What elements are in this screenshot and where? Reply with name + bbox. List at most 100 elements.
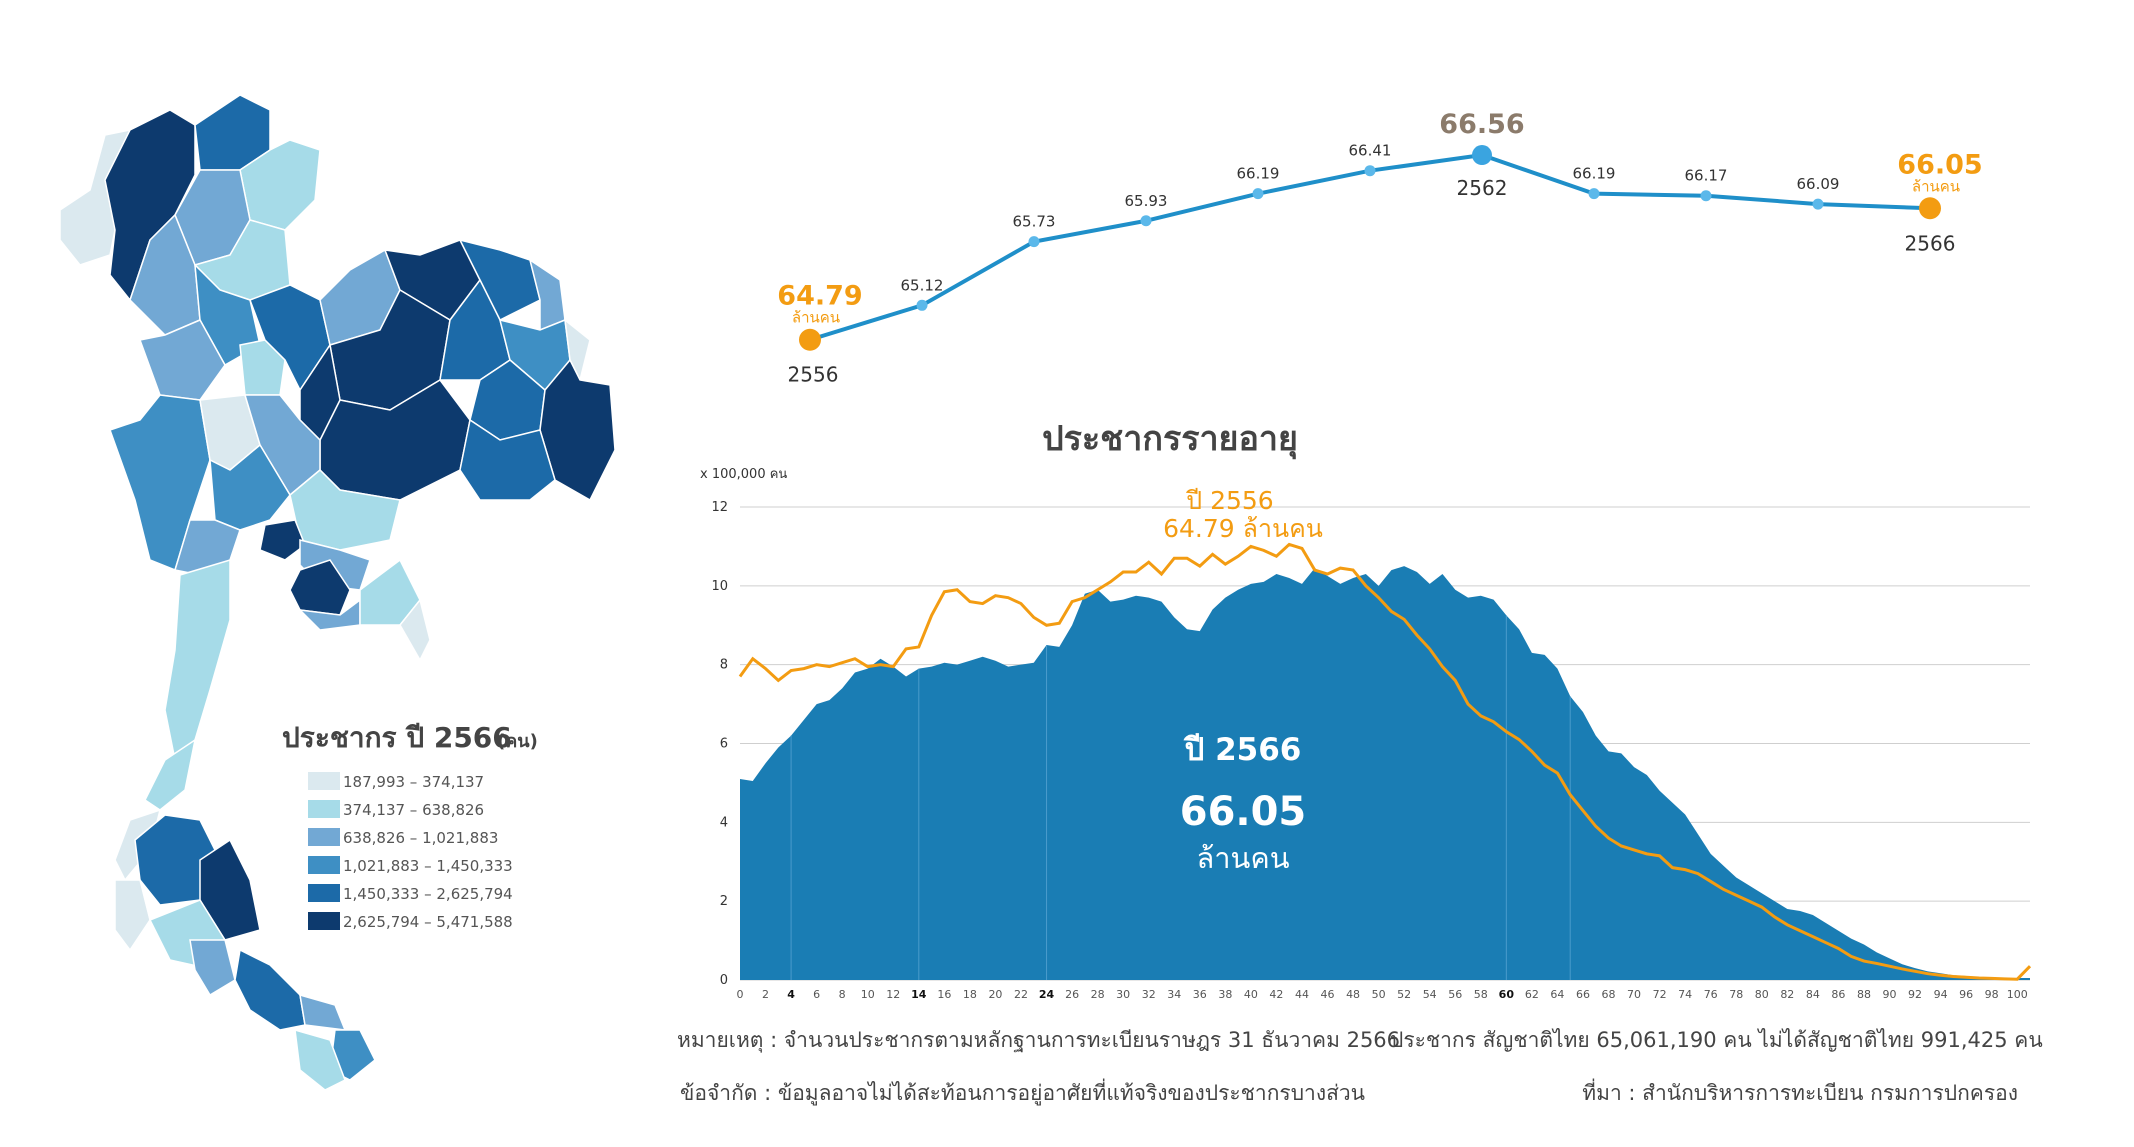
x-tick-label: 10 bbox=[861, 988, 875, 1001]
trend-point bbox=[799, 328, 821, 351]
map-region bbox=[239, 339, 286, 396]
footer-population: ประชากร สัญชาติไทย 65,061,190 คน ไม่ได้ส… bbox=[1390, 1028, 2043, 1052]
x-tick-label: 34 bbox=[1167, 988, 1181, 1001]
trend-year-label: 2562 bbox=[1457, 176, 1508, 200]
footer-limitation: ข้อจำกัด : ข้อมูลอาจไม่ได้สะท้อนการอยู่อ… bbox=[680, 1078, 1365, 1106]
x-tick-label: 54 bbox=[1423, 988, 1437, 1001]
x-tick-label: 84 bbox=[1806, 988, 1820, 1001]
x-tick-label: 86 bbox=[1831, 988, 1845, 1001]
x-tick-label: 80 bbox=[1755, 988, 1769, 1001]
x-tick-label: 98 bbox=[1985, 988, 1999, 1001]
x-tick-label: 64 bbox=[1550, 988, 1564, 1001]
trend-value-label: 66.56 bbox=[1439, 109, 1524, 140]
footer-notes: หมายเหตุ : จำนวนประชากรตามหลักฐานการทะเบ… bbox=[677, 1028, 2043, 1106]
legend-label: 638,826 – 1,021,883 bbox=[343, 829, 498, 847]
trend-series-line bbox=[809, 152, 1931, 342]
legend-label: 2,625,794 – 5,471,588 bbox=[343, 913, 513, 931]
trend-unit-label: ล้านคน bbox=[1912, 177, 1960, 195]
x-tick-label: 38 bbox=[1218, 988, 1232, 1001]
x-tick-label: 78 bbox=[1729, 988, 1743, 1001]
map-region bbox=[234, 948, 306, 1031]
trend-point bbox=[1919, 197, 1941, 220]
y-tick-label: 2 bbox=[720, 894, 728, 909]
x-tick-label: 58 bbox=[1474, 988, 1488, 1001]
trend-point bbox=[1588, 188, 1600, 200]
map-legend-title: ประชากร ปี 2566 bbox=[282, 721, 512, 754]
x-tick-label: 32 bbox=[1142, 988, 1156, 1001]
x-tick-label: 14 bbox=[911, 988, 927, 1001]
trend-unit-label: ล้านคน bbox=[792, 309, 840, 327]
x-tick-label: 94 bbox=[1934, 988, 1948, 1001]
x-tick-label: 72 bbox=[1653, 988, 1667, 1001]
x-tick-label: 0 bbox=[737, 988, 744, 1001]
legend-swatch bbox=[308, 772, 340, 790]
legend-label: 187,993 – 374,137 bbox=[343, 773, 484, 791]
area-series-total: 66.05 bbox=[1180, 789, 1307, 835]
x-tick-label: 20 bbox=[988, 988, 1002, 1001]
trend-value-label: 66.19 bbox=[1573, 165, 1616, 183]
x-tick-label: 40 bbox=[1244, 988, 1258, 1001]
legend-label: 374,137 – 638,826 bbox=[343, 801, 484, 819]
age-chart-ylabel: x 100,000 คน bbox=[700, 467, 787, 482]
x-tick-label: 42 bbox=[1269, 988, 1283, 1001]
trend-value-label: 64.79 bbox=[777, 281, 862, 312]
x-tick-label: 30 bbox=[1116, 988, 1130, 1001]
legend-swatch bbox=[308, 856, 340, 874]
trend-point bbox=[1700, 190, 1712, 202]
trend-value-label: 66.19 bbox=[1237, 165, 1280, 183]
x-tick-label: 74 bbox=[1678, 988, 1692, 1001]
trend-value-label: 65.12 bbox=[901, 276, 944, 294]
x-tick-label: 4 bbox=[787, 988, 795, 1001]
area-series-unit: ล้านคน bbox=[1196, 841, 1289, 875]
map-region bbox=[259, 519, 306, 561]
legend-swatch bbox=[308, 828, 340, 846]
y-tick-label: 6 bbox=[720, 737, 728, 752]
map-region bbox=[399, 598, 431, 662]
x-tick-label: 6 bbox=[813, 988, 820, 1001]
trend-value-label: 66.05 bbox=[1897, 149, 1982, 180]
x-tick-label: 46 bbox=[1321, 988, 1335, 1001]
x-tick-label: 8 bbox=[839, 988, 846, 1001]
x-tick-label: 16 bbox=[937, 988, 951, 1001]
trend-value-label: 65.73 bbox=[1013, 213, 1056, 231]
x-tick-label: 100 bbox=[2007, 988, 2028, 1001]
trend-value-label: 66.17 bbox=[1685, 167, 1728, 185]
map-region bbox=[109, 394, 211, 572]
x-tick-label: 70 bbox=[1627, 988, 1641, 1001]
line-series-total: 64.79 ล้านคน bbox=[1163, 514, 1323, 543]
y-tick-label: 4 bbox=[720, 815, 728, 830]
footer-source: ที่มา : สำนักบริหารการทะเบียน กรมการปกคร… bbox=[1582, 1078, 2018, 1105]
trend-value-label: 65.93 bbox=[1125, 192, 1168, 210]
age-chart-title: ประชากรรายอายุ bbox=[1042, 419, 1298, 460]
map-region bbox=[294, 1028, 346, 1091]
legend-swatch bbox=[308, 912, 340, 930]
x-tick-label: 76 bbox=[1704, 988, 1718, 1001]
trend-point bbox=[1140, 215, 1152, 227]
map-region bbox=[299, 343, 341, 442]
x-tick-label: 82 bbox=[1780, 988, 1794, 1001]
x-tick-label: 56 bbox=[1448, 988, 1462, 1001]
x-tick-label: 22 bbox=[1014, 988, 1028, 1001]
trend-point bbox=[1028, 236, 1040, 248]
trend-point bbox=[1252, 188, 1264, 200]
x-tick-label: 28 bbox=[1091, 988, 1105, 1001]
population-trend-line-chart: 64.79ล้านคน255665.1265.7365.9366.1966.41… bbox=[777, 109, 1982, 387]
x-tick-label: 26 bbox=[1065, 988, 1079, 1001]
x-tick-label: 60 bbox=[1499, 988, 1515, 1001]
map-legend-unit: (คน) bbox=[497, 731, 538, 752]
x-tick-label: 24 bbox=[1039, 988, 1055, 1001]
x-tick-label: 68 bbox=[1602, 988, 1616, 1001]
x-tick-label: 50 bbox=[1372, 988, 1386, 1001]
map-region bbox=[144, 738, 197, 811]
x-tick-label: 88 bbox=[1857, 988, 1871, 1001]
map-region bbox=[114, 879, 151, 952]
y-tick-label: 8 bbox=[720, 658, 728, 673]
trend-point bbox=[916, 299, 928, 311]
x-tick-label: 96 bbox=[1959, 988, 1973, 1001]
y-tick-label: 0 bbox=[720, 973, 728, 988]
trend-year-label: 2556 bbox=[788, 363, 839, 387]
map-region bbox=[299, 993, 347, 1031]
trend-year-label: 2566 bbox=[1905, 231, 1956, 255]
